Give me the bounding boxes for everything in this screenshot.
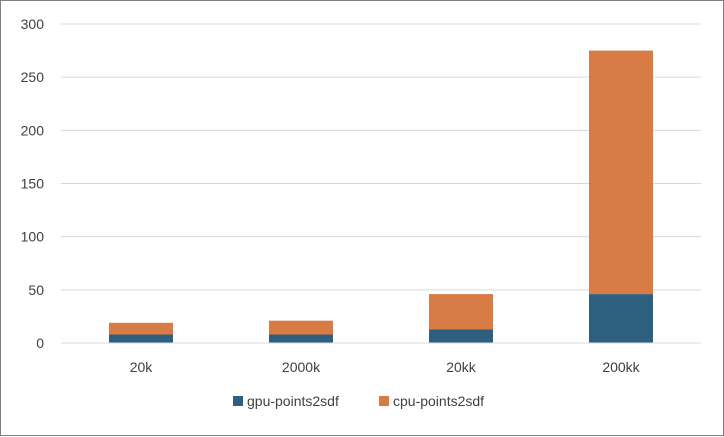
legend-swatch-gpu-points2sdf	[233, 396, 243, 406]
y-tick-label: 100	[21, 229, 45, 245]
x-tick-label: 2000k	[282, 359, 321, 375]
bar-gpu-points2sdf-20kk	[429, 329, 493, 343]
y-tick-label: 200	[21, 122, 45, 138]
legend-label: cpu-points2sdf	[393, 393, 484, 409]
bar-cpu-points2sdf-20k	[109, 322, 173, 335]
bar-gpu-points2sdf-20k	[109, 334, 173, 343]
bar-cpu-points2sdf-20kk	[429, 294, 493, 330]
bar-gpu-points2sdf-200kk	[589, 294, 653, 343]
bar-gpu-points2sdf-2000k	[269, 334, 333, 343]
y-tick-label: 50	[28, 282, 44, 298]
bar-cpu-points2sdf-2000k	[269, 320, 333, 335]
y-tick-label: 150	[21, 176, 45, 192]
bar-cpu-points2sdf-200kk	[589, 50, 653, 295]
x-tick-label: 200kk	[602, 359, 640, 375]
legend-label: gpu-points2sdf	[247, 393, 339, 409]
y-tick-label: 300	[21, 16, 45, 32]
legend-swatch-cpu-points2sdf	[379, 396, 389, 406]
x-tick-label: 20kk	[446, 359, 477, 375]
y-tick-label: 0	[36, 335, 44, 351]
y-tick-label: 250	[21, 69, 45, 85]
x-tick-label: 20k	[130, 359, 154, 375]
